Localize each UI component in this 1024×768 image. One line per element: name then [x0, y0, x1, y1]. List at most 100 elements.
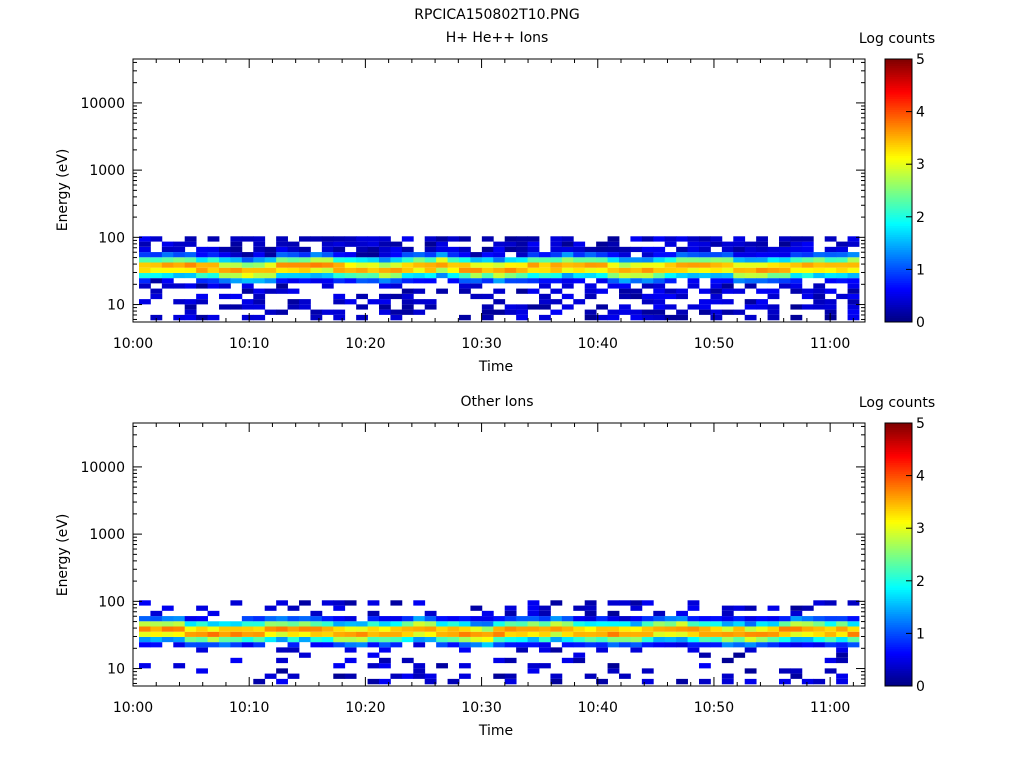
heatmap-cell: [493, 241, 506, 247]
heatmap-cell: [847, 241, 860, 247]
heatmap-cell: [333, 236, 346, 242]
heatmap-cell: [379, 663, 391, 669]
heatmap-cell: [390, 600, 403, 606]
heatmap-cell: [596, 647, 608, 653]
heatmap-cell: [321, 236, 334, 242]
heatmap-cell: [710, 241, 723, 247]
heatmap-cell: [824, 278, 837, 284]
colorbar-swatch: [885, 271, 912, 275]
heatmap-cell: [836, 673, 848, 679]
heatmap-cell: [493, 267, 506, 273]
heatmap-cell: [424, 299, 437, 305]
heatmap-cell: [824, 267, 837, 273]
colorbar-swatch: [885, 644, 912, 648]
heatmap-cell: [573, 246, 586, 253]
colorbar-tick-label: 2: [916, 574, 925, 590]
heatmap-cell: [756, 631, 768, 637]
colorbar-swatch: [885, 133, 912, 137]
heatmap-cell: [139, 621, 151, 627]
heatmap-cell: [779, 272, 791, 279]
heatmap-cell: [264, 257, 277, 263]
heatmap-cell: [413, 626, 426, 632]
heatmap-cell: [287, 621, 300, 627]
heatmap-cell: [504, 257, 517, 263]
heatmap-cell: [630, 267, 643, 273]
heatmap-cell: [493, 621, 506, 627]
heatmap-cell: [527, 278, 540, 284]
heatmap-cell: [824, 288, 837, 294]
heatmap-cell: [744, 304, 757, 310]
heatmap-cell: [413, 257, 426, 263]
heatmap-cell: [561, 278, 574, 284]
heatmap-cell: [801, 678, 814, 685]
heatmap-cell: [196, 616, 208, 622]
heatmap-cell: [287, 636, 300, 643]
heatmap-cell: [287, 252, 300, 258]
heatmap-cell: [219, 257, 231, 263]
heatmap-cell: [504, 241, 517, 247]
heatmap-cell: [184, 267, 197, 273]
heatmap-cell: [699, 252, 711, 258]
heatmap-cell: [413, 621, 426, 627]
heatmap-cell: [504, 657, 517, 664]
colorbar-swatch: [885, 74, 912, 78]
colorbar-swatch: [885, 646, 912, 650]
colorbar-swatch: [885, 528, 912, 531]
x-tick-label: 10:50: [694, 700, 734, 716]
heatmap-cell: [241, 272, 254, 279]
heatmap-cell: [196, 314, 208, 321]
heatmap-cell: [344, 278, 357, 284]
colorbar-swatch: [885, 140, 912, 143]
heatmap-cell: [527, 616, 540, 622]
heatmap-cell: [321, 257, 334, 263]
heatmap-cell: [607, 663, 620, 669]
colorbar-swatch: [885, 183, 912, 187]
heatmap-cell: [356, 246, 368, 253]
heatmap-cell: [653, 610, 666, 617]
heatmap-cell: [596, 252, 608, 258]
heatmap-cell: [539, 293, 551, 300]
heatmap-cell: [641, 678, 654, 685]
heatmap-cell: [561, 272, 574, 279]
colorbar-swatch: [885, 504, 912, 507]
heatmap-cell: [470, 636, 483, 643]
heatmap-cell: [779, 621, 791, 627]
heatmap-cell: [584, 288, 597, 294]
heatmap-cell: [664, 252, 677, 258]
colorbar-swatch: [885, 243, 912, 246]
heatmap-cell: [744, 257, 757, 263]
heatmap-cell: [481, 631, 494, 637]
heatmap-cell: [664, 642, 677, 648]
colorbar-swatch: [885, 587, 912, 591]
heatmap-cell: [676, 246, 688, 253]
colorbar-swatch: [885, 650, 912, 654]
heatmap-cell: [139, 267, 151, 273]
heatmap-cell: [150, 631, 163, 637]
heatmap-cell: [790, 272, 803, 279]
heatmap-cell: [390, 257, 403, 263]
heatmap-cell: [424, 241, 437, 247]
heatmap-cell: [607, 309, 620, 315]
heatmap-cell: [196, 252, 208, 258]
heatmap-cell: [676, 631, 688, 637]
heatmap-cell: [481, 616, 494, 622]
heatmap-cell: [253, 288, 266, 294]
heatmap-cell: [653, 288, 666, 294]
heatmap-cell: [219, 262, 231, 268]
heatmap-cell: [516, 314, 528, 321]
panel-h-he-ions: H+ He++ Ions 10:00 10:10 10:20 10:30 10:40 10…: [55, 30, 935, 375]
colorbar-swatch: [885, 214, 912, 218]
heatmap-cell: [801, 626, 814, 632]
heatmap-cell: [333, 642, 346, 648]
y-tick-label: 100: [98, 230, 125, 246]
colorbar-swatch: [885, 545, 912, 549]
heatmap-cell: [550, 262, 563, 268]
colorbar-swatch: [885, 65, 912, 69]
heatmap-cell: [447, 678, 460, 685]
colorbar-swatch: [885, 254, 912, 257]
heatmap-cell: [310, 309, 323, 315]
heatmap-cell: [207, 626, 220, 632]
heatmap-cell: [801, 631, 814, 637]
x-tick-label: 10:40: [578, 700, 618, 716]
heatmap-cell: [767, 314, 780, 321]
